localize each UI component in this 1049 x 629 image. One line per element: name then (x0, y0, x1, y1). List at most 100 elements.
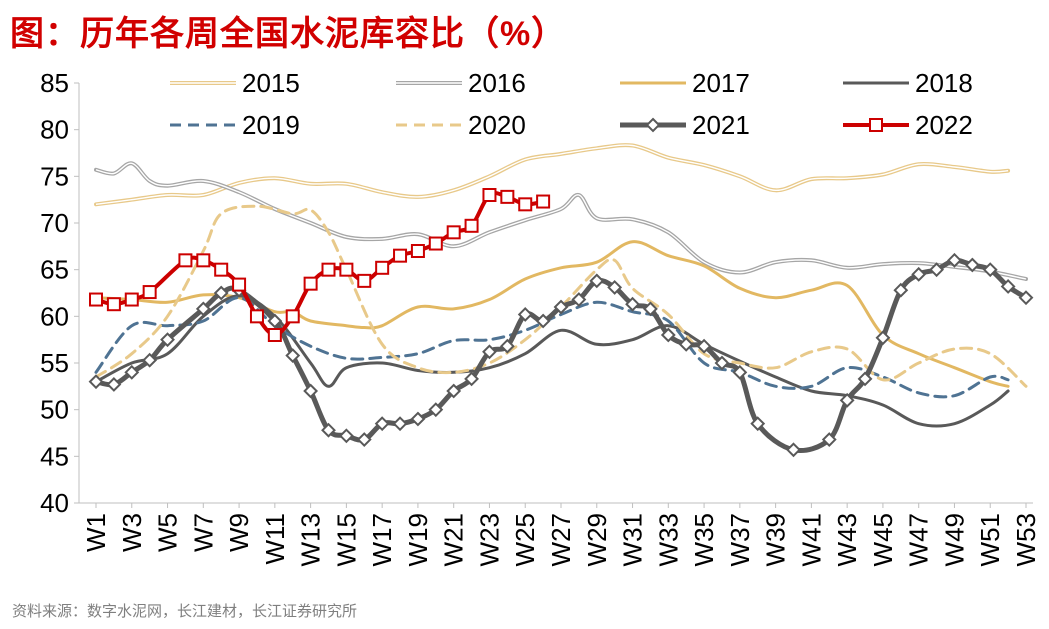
series-2022-point (464, 218, 479, 233)
series-2022-point (518, 197, 533, 212)
x-tick-label: W9 (224, 513, 254, 552)
y-tick-label: 65 (40, 255, 69, 285)
legend-label-2021: 2021 (692, 110, 750, 140)
series-2021-point (571, 292, 587, 307)
legend-label-2020: 2020 (468, 110, 526, 140)
series-2022-point (303, 276, 318, 291)
series-2022-point (393, 248, 408, 263)
series-2021-point (338, 428, 354, 444)
x-tick-label: W15 (331, 513, 361, 566)
x-tick-label: W7 (188, 513, 218, 552)
series-2021-point (875, 330, 891, 346)
legend-marker-2021 (645, 117, 661, 133)
series-2021-point (517, 307, 533, 322)
series-2021-point (356, 432, 372, 447)
series-2021-point (982, 262, 998, 278)
legend-label-2019: 2019 (242, 110, 300, 140)
y-tick-label: 75 (40, 161, 69, 191)
series-2021-point (464, 371, 479, 387)
series-2022-point (446, 225, 461, 240)
series-2022-point (249, 309, 264, 324)
series-2021-point (499, 338, 515, 354)
x-tick-label: W47 (904, 513, 934, 566)
series-2021-point (786, 442, 801, 458)
series-2021-point (839, 392, 855, 408)
series-2021-point (696, 338, 712, 354)
series-line-2016 (94, 161, 1028, 281)
series-2021-point (535, 313, 551, 329)
series-2021-point (964, 257, 980, 273)
series-line-2016-inner (95, 162, 1027, 280)
series-2021-point (929, 262, 944, 278)
series-2022-point (339, 262, 354, 277)
series-2021-point (392, 416, 408, 432)
series-line-2015 (94, 143, 1011, 207)
series-2021-point (553, 299, 569, 315)
legend-label-2017: 2017 (692, 68, 750, 98)
series-2022-point (196, 253, 211, 268)
series-2021-point (195, 301, 211, 317)
series-2021-point (821, 432, 837, 447)
series-2021-point (428, 402, 444, 418)
y-tick-label: 80 (40, 115, 69, 145)
x-tick-label: W45 (868, 513, 898, 566)
series-2021-point (732, 364, 748, 380)
series-2021-point (213, 285, 229, 301)
source-note: 资料来源：数字水泥网，长江建材，长江证券研究所 (12, 603, 358, 620)
series-line-2022 (94, 191, 546, 337)
x-tick-label: W17 (367, 513, 397, 566)
legend-label-2022: 2022 (915, 110, 973, 140)
series-2021-point (321, 422, 336, 438)
series-2021-point (750, 416, 766, 432)
series-2022-point (267, 328, 282, 342)
x-tick-label: W23 (474, 513, 504, 566)
series-2022-point (375, 260, 390, 275)
legend-label-2018: 2018 (915, 68, 973, 98)
series-2021-point (303, 383, 319, 399)
series-2021-point (589, 273, 605, 289)
series-2022-point (178, 253, 193, 268)
series-2021-point (124, 364, 140, 380)
series-2021-point (374, 416, 390, 432)
series-2022-point (124, 292, 139, 307)
x-tick-label: W21 (439, 513, 469, 566)
x-tick-label: W5 (153, 513, 183, 552)
y-tick-label: 50 (40, 395, 69, 425)
x-tick-label: W43 (832, 513, 862, 566)
series-2022-point (285, 309, 300, 324)
series-2022-point (536, 194, 551, 209)
series-2021-point (267, 313, 283, 329)
series-2022-point (357, 273, 372, 288)
x-tick-label: W29 (582, 513, 612, 566)
series-2021-point (893, 282, 909, 298)
x-tick-label: W37 (725, 513, 755, 566)
series-2021-point (88, 374, 104, 390)
legend-label-2015: 2015 (242, 68, 300, 98)
series-2021-point (911, 266, 927, 282)
series-2021-point (607, 279, 623, 295)
x-tick-label: W25 (510, 513, 540, 566)
series-2021-point (947, 252, 962, 268)
series-2021-point (714, 355, 730, 371)
series-2021-point (482, 344, 497, 360)
x-tick-label: W51 (975, 513, 1005, 566)
x-tick-label: W39 (761, 513, 791, 566)
x-tick-label: W3 (117, 513, 147, 552)
series-2022-point (321, 262, 336, 277)
series-2021-point (857, 371, 873, 387)
series-line-2020 (94, 204, 1028, 388)
series-2022-point (410, 244, 425, 258)
series-2021-point (446, 383, 462, 399)
legend-marker-2022 (869, 118, 883, 132)
legend-label-2016: 2016 (468, 68, 526, 98)
x-tick-label: W13 (296, 513, 326, 566)
x-tick-label: W35 (689, 513, 719, 566)
series-2022-point (232, 277, 247, 292)
x-tick-label: W19 (403, 513, 433, 566)
y-tick-label: 85 (40, 68, 69, 98)
series-line-2015-inner (95, 144, 1009, 205)
series-2022-point (482, 188, 497, 202)
x-tick-label: W33 (653, 513, 683, 566)
series-2021-point (643, 301, 658, 317)
